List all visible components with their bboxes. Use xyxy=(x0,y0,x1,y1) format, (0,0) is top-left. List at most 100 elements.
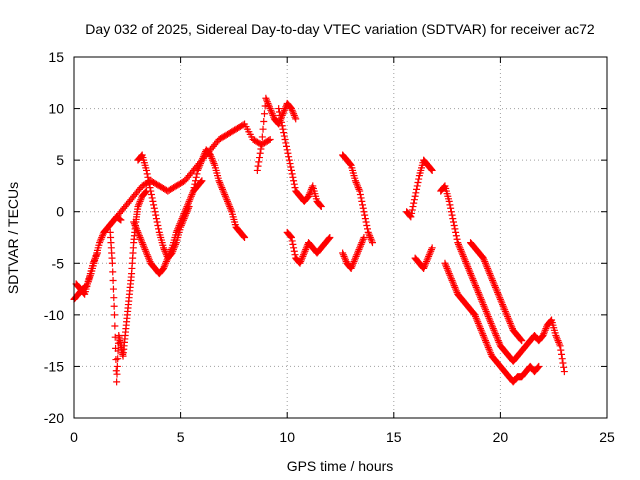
data-point-marker xyxy=(198,177,206,185)
data-point-marker xyxy=(109,285,117,293)
data-point-marker xyxy=(451,225,459,233)
data-point-marker xyxy=(182,204,190,212)
data-point-marker xyxy=(317,203,325,211)
data-points xyxy=(70,94,568,386)
data-point-marker xyxy=(199,153,207,161)
data-point-marker xyxy=(114,355,122,363)
data-point-marker xyxy=(80,289,88,297)
data-point-marker xyxy=(486,349,494,357)
data-point-marker xyxy=(347,264,355,272)
data-point-marker xyxy=(98,232,106,240)
data-point-marker xyxy=(263,96,271,104)
data-point-marker xyxy=(356,191,364,199)
data-point-marker xyxy=(326,234,334,241)
data-point-marker xyxy=(483,340,491,348)
data-point-marker xyxy=(425,252,433,260)
data-point-marker xyxy=(190,184,198,192)
data-point-marker xyxy=(215,177,223,185)
data-point-marker xyxy=(175,221,183,229)
data-point-marker xyxy=(265,136,273,144)
data-point-marker xyxy=(146,184,154,192)
data-point-marker xyxy=(476,323,484,331)
data-point-marker xyxy=(474,318,482,326)
data-point-marker xyxy=(280,132,288,140)
chart-title: Day 032 of 2025, Sidereal Day-to-day VTE… xyxy=(85,21,595,37)
data-point-marker xyxy=(428,244,436,252)
data-point-marker xyxy=(474,319,482,327)
data-point-marker xyxy=(135,230,143,238)
data-point-marker xyxy=(410,199,418,207)
data-point-marker xyxy=(464,263,472,271)
data-point-marker xyxy=(471,280,479,288)
data-point-marker xyxy=(364,225,372,233)
data-point-marker xyxy=(277,115,285,123)
data-point-marker xyxy=(358,197,366,205)
data-point-marker xyxy=(356,242,364,250)
y-axis-label: SDTVAR / TECUs xyxy=(5,182,21,294)
series-arc-10 xyxy=(283,228,334,267)
data-point-marker xyxy=(264,99,272,107)
x-tick-labels: 0 5 10 15 20 25 xyxy=(70,429,615,445)
data-point-marker xyxy=(147,187,155,195)
plot-frame xyxy=(73,56,608,419)
data-point-marker xyxy=(255,154,263,162)
series-arc-17 xyxy=(441,259,543,386)
data-point-marker xyxy=(464,264,472,272)
data-point-marker xyxy=(447,273,455,281)
data-point-marker xyxy=(427,247,435,255)
data-point-marker xyxy=(150,204,158,212)
data-point-marker xyxy=(365,230,373,238)
data-point-marker xyxy=(220,189,228,197)
data-point-marker xyxy=(494,337,502,345)
data-point-marker xyxy=(354,182,362,190)
data-point-marker xyxy=(489,276,497,284)
data-point-marker xyxy=(136,197,144,205)
data-point-marker xyxy=(458,249,466,257)
data-point-marker xyxy=(356,244,364,252)
data-point-marker xyxy=(486,316,494,324)
data-point-marker xyxy=(135,232,143,240)
data-point-marker xyxy=(141,246,149,254)
data-point-marker xyxy=(96,237,104,245)
data-point-marker xyxy=(482,261,490,269)
data-point-marker xyxy=(463,261,471,269)
data-point-marker xyxy=(226,204,234,212)
data-point-marker xyxy=(148,194,156,202)
data-point-marker xyxy=(354,247,362,255)
series-arc-14 xyxy=(403,156,436,221)
x-axis-label: GPS time / hours xyxy=(287,458,394,474)
data-point-marker xyxy=(357,240,365,248)
data-point-marker xyxy=(165,252,173,260)
data-point-marker xyxy=(351,254,359,262)
data-point-marker xyxy=(560,368,568,376)
data-point-marker xyxy=(239,232,247,240)
data-point-marker xyxy=(489,278,497,286)
data-point-marker xyxy=(289,240,297,248)
data-point-marker xyxy=(497,297,505,305)
data-point-marker xyxy=(491,330,499,338)
data-point-marker xyxy=(185,197,193,205)
data-point-marker xyxy=(348,263,356,271)
data-point-marker xyxy=(299,252,307,260)
data-point-marker xyxy=(134,203,142,211)
series-arc-8 xyxy=(253,94,300,174)
data-point-marker xyxy=(468,273,476,281)
data-point-marker xyxy=(481,306,489,314)
data-point-marker xyxy=(207,153,215,161)
data-point-marker xyxy=(187,192,195,200)
data-point-marker xyxy=(167,247,175,255)
data-point-marker xyxy=(556,342,564,350)
data-point-marker xyxy=(316,201,324,209)
data-point-marker xyxy=(554,337,562,345)
data-point-marker xyxy=(462,259,470,267)
data-point-marker xyxy=(358,239,366,247)
data-point-marker xyxy=(504,314,512,322)
data-point-marker xyxy=(179,213,187,221)
data-point-marker xyxy=(111,322,119,330)
data-point-marker xyxy=(540,328,548,336)
data-point-marker xyxy=(281,136,289,144)
data-point-marker xyxy=(488,321,496,329)
data-point-marker xyxy=(539,331,547,339)
data-point-marker xyxy=(483,263,491,271)
data-point-marker xyxy=(491,283,499,291)
